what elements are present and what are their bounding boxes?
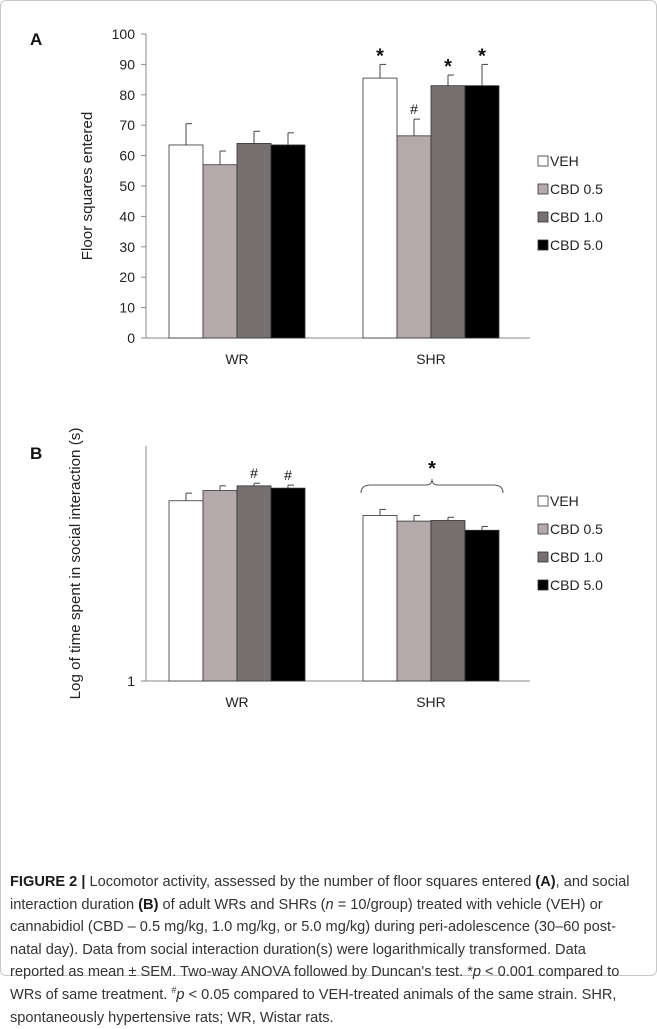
panel-a-y-tick-label: 30 — [119, 239, 135, 255]
panel-b-x-tick-label: SHR — [416, 694, 446, 710]
caption-ref-a: (A) — [535, 874, 556, 890]
panel-a-bar — [396, 135, 432, 339]
panel-a-y-tick-label: 10 — [119, 300, 135, 316]
panel-b-legend-swatch — [537, 523, 549, 535]
caption-title: FIGURE 2 | — [10, 874, 86, 890]
panel-a-y-tick-label: 20 — [119, 269, 135, 285]
panel-a-significance-mark: * — [478, 45, 486, 67]
panel-a-bar — [168, 144, 204, 339]
panel-a-bar — [270, 144, 306, 339]
panel-a-legend-label: VEH — [550, 153, 579, 169]
panel-b-bar — [168, 500, 204, 682]
panel-a-y-tick-label: 90 — [119, 56, 135, 72]
panel-b-legend-label: CBD 1.0 — [550, 549, 603, 565]
panel-a-y-tick-label: 40 — [119, 208, 135, 224]
caption-text: = 10/group) treated with vehicle (VEH) o… — [10, 896, 616, 981]
panel-a-y-tick-label: 60 — [119, 148, 135, 164]
panel-b-significance-mark: # — [284, 467, 292, 483]
panel-b-group-brace — [360, 478, 504, 494]
figure-chart: A 0 10 20 30 40 50 60 70 80 90 100 Floor squares ent… — [30, 26, 603, 710]
panel-b-legend-label: CBD 0.5 — [550, 521, 603, 537]
panel-a-x-tick-label: SHR — [416, 351, 446, 367]
caption-ref-b: (B) — [138, 896, 159, 913]
panel-a-significance-mark: * — [376, 45, 384, 67]
panel-b-legend-label: CBD 5.0 — [550, 577, 603, 593]
figure-caption: FIGURE 2 | Locomotor activity, assessed … — [10, 871, 640, 1029]
panel-a-y-tick-label: 70 — [119, 117, 135, 133]
panel-a-legend-label: CBD 1.0 — [550, 209, 603, 225]
panel-a-significance-mark: # — [410, 101, 418, 117]
panel-a-legend-swatch — [537, 183, 549, 195]
panel-b-legend-swatch — [537, 551, 549, 563]
caption-text: , and social interaction duration — [10, 874, 630, 913]
panel-a-y-tick-label: 80 — [119, 87, 135, 103]
panel-a-significance-mark: * — [444, 56, 452, 78]
caption-italic: p — [176, 986, 185, 1003]
panel-a-bar — [362, 77, 398, 339]
panel-a-bar — [464, 85, 500, 339]
panel-b-y-axis-label: Log of time spent in social interaction … — [67, 428, 84, 700]
caption-italic: n — [325, 896, 334, 913]
panel-b-legend-label: VEH — [550, 493, 579, 509]
panel-a-legend-label: CBD 5.0 — [550, 237, 603, 253]
panel-b-bar — [396, 520, 432, 682]
panel-a-letter: A — [30, 30, 42, 49]
panel-b-bar — [464, 529, 500, 682]
panel-a-legend-label: CBD 0.5 — [550, 181, 603, 197]
panel-b-bar — [270, 487, 306, 682]
panel-a-y-tick-label: 50 — [119, 178, 135, 194]
panel-a-bar — [430, 85, 466, 339]
panel-a-y-axis-label: Floor squares entered — [79, 112, 96, 261]
panel-b-x-tick-label: WR — [225, 694, 248, 710]
panel-a-legend-swatch — [537, 211, 549, 223]
panel-a-x-tick-label: WR — [225, 351, 248, 367]
panel-b-legend-swatch — [537, 495, 549, 507]
caption-text: of adult WRs and SHRs ( — [158, 896, 326, 913]
panel-b-y-tick-label: 1 — [127, 673, 135, 689]
caption-text: Locomotor activity, assessed by the numb… — [85, 874, 536, 890]
caption-italic: p — [472, 964, 481, 981]
panel-b-group-significance-mark: * — [428, 458, 436, 480]
panel-a-bar — [202, 164, 238, 339]
panel-a-legend-swatch — [537, 239, 549, 251]
panel-b-bar — [430, 520, 466, 682]
panel-a-legend-swatch — [537, 155, 549, 167]
panel-b-bar — [202, 490, 238, 682]
panel-a-y-tick-label: 100 — [112, 26, 136, 42]
panel-b-letter: B — [30, 444, 42, 463]
panel-b-legend-swatch — [537, 579, 549, 591]
panel-b-bar — [236, 485, 272, 682]
panel-a-bar — [236, 143, 272, 339]
panel-b-significance-mark: # — [250, 465, 258, 481]
panel-b-bar — [362, 515, 398, 682]
panel-a-y-tick-label: 0 — [127, 330, 135, 346]
